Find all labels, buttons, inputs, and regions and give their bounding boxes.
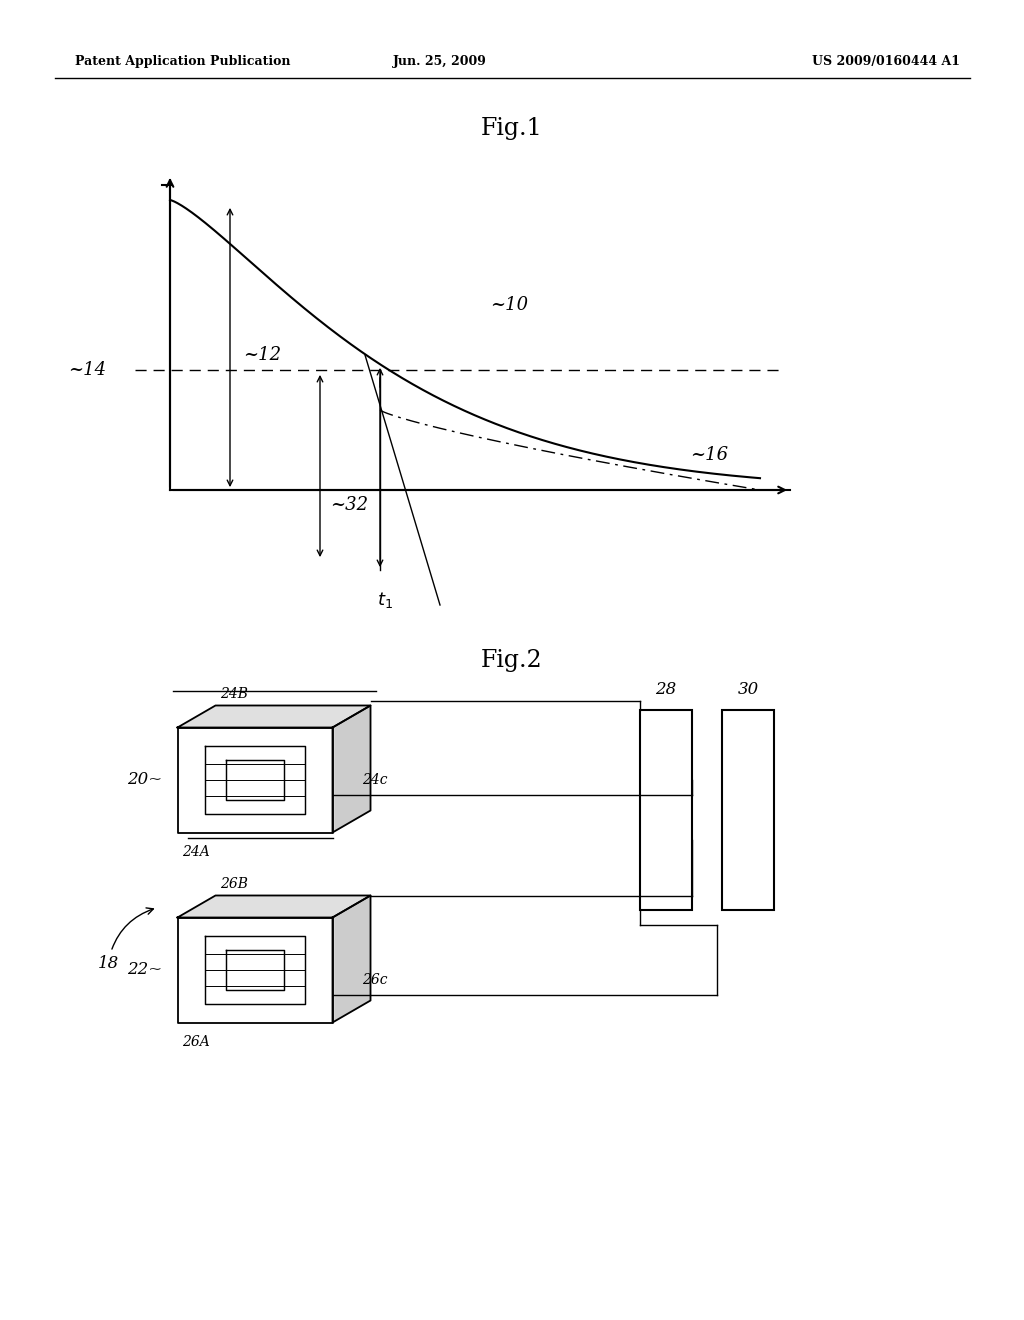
Text: Fig.2: Fig.2 (481, 648, 543, 672)
Text: 24c: 24c (362, 774, 388, 787)
Text: 26A: 26A (182, 1035, 210, 1048)
Polygon shape (177, 705, 371, 727)
Polygon shape (177, 917, 333, 1023)
Text: 24B: 24B (220, 686, 249, 701)
Text: Jun. 25, 2009: Jun. 25, 2009 (393, 55, 487, 69)
Bar (722, 710, 774, 909)
Text: 18: 18 (97, 908, 154, 972)
Text: 22~: 22~ (127, 961, 163, 978)
Text: 26B: 26B (220, 876, 249, 891)
Text: ~32: ~32 (330, 496, 368, 513)
Polygon shape (333, 705, 371, 833)
Text: 28: 28 (655, 681, 677, 698)
Polygon shape (177, 895, 371, 917)
Text: ~10: ~10 (490, 296, 528, 314)
Text: ~16: ~16 (690, 446, 728, 465)
Text: ~14: ~14 (68, 360, 106, 379)
Bar (640, 710, 692, 909)
Text: 26c: 26c (362, 973, 388, 987)
Polygon shape (177, 727, 333, 833)
Text: Patent Application Publication: Patent Application Publication (75, 55, 291, 69)
Text: 20~: 20~ (127, 771, 163, 788)
Text: 30: 30 (737, 681, 759, 698)
Text: $t_1$: $t_1$ (377, 590, 393, 610)
Text: Fig.1: Fig.1 (481, 116, 543, 140)
Text: ~12: ~12 (243, 346, 282, 364)
Text: 24A: 24A (182, 845, 210, 858)
Text: US 2009/0160444 A1: US 2009/0160444 A1 (812, 55, 961, 69)
Polygon shape (333, 895, 371, 1023)
